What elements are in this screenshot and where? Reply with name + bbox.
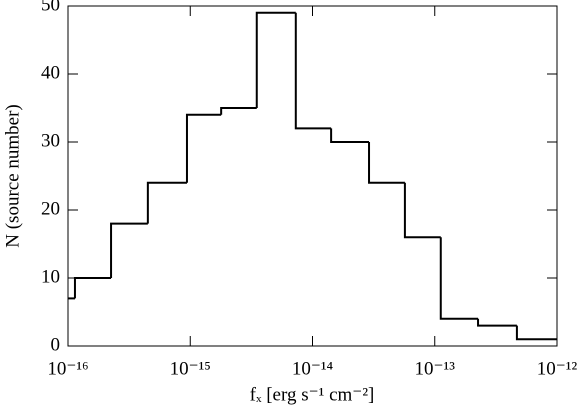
histogram-step [185,113,222,183]
y-axis-label: N (source number) [2,104,23,248]
y-tick-label: 0 [51,334,61,355]
histogram-step [515,325,557,341]
histogram-step [294,12,332,130]
x-tick-label: 10⁻¹⁵ [170,358,211,379]
y-tick-label: 30 [41,130,60,151]
x-tick-label: 10⁻¹³ [415,358,456,379]
histogram-step [146,181,187,224]
histogram-step [330,128,370,143]
y-tick-label: 10 [41,266,60,287]
y-tick-label: 50 [41,0,60,15]
histogram-step [73,277,112,299]
histogram-step [368,142,405,184]
y-tick-label: 40 [41,62,60,83]
histogram-step [477,318,517,327]
x-tick-label: 10⁻¹² [537,358,578,379]
histogram-step [220,107,257,115]
histogram-step [403,182,441,239]
x-tick-label: 10⁻¹⁶ [47,358,88,379]
x-axis-label: fₓ [erg s⁻¹ cm⁻²] [250,384,375,405]
plot-frame [67,5,558,347]
histogram-step [110,222,148,278]
histogram-step [255,11,296,108]
y-tick-label: 20 [41,198,60,219]
x-tick-label: 10⁻¹⁴ [292,358,334,379]
histogram-step [439,237,479,320]
